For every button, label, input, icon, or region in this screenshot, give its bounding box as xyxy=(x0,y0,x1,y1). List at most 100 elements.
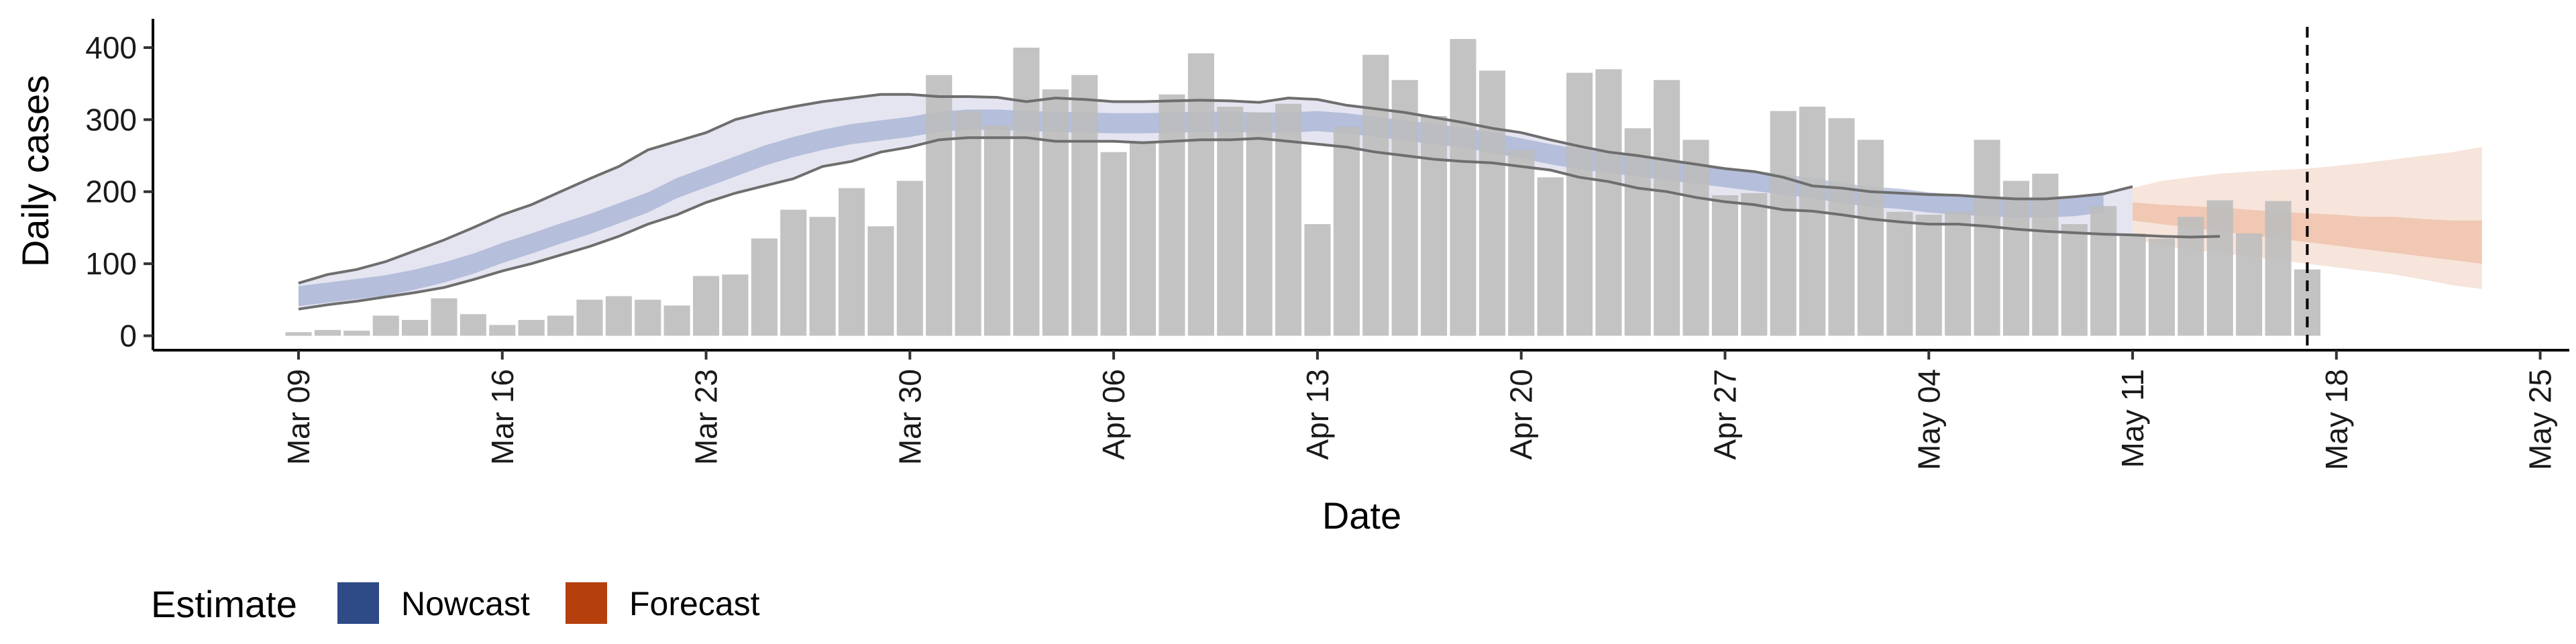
observed-bar xyxy=(1799,107,1826,336)
observed-bar xyxy=(576,299,603,336)
observed-bar xyxy=(1915,215,1942,336)
observed-bar xyxy=(839,188,865,336)
nowcast-upper-line xyxy=(298,93,2133,285)
x-tick-label: Apr 13 xyxy=(1300,369,1335,460)
observed-bar xyxy=(1479,70,1505,336)
observed-bar xyxy=(1362,54,1389,336)
observed-bar xyxy=(2119,233,2146,336)
observed-bar xyxy=(431,298,458,336)
observed-bar xyxy=(605,296,632,336)
observed-bar xyxy=(663,305,690,336)
legend-key-forecast xyxy=(566,582,607,624)
observed-bar xyxy=(2265,201,2292,336)
observed-bar xyxy=(1042,89,1069,336)
observed-bar xyxy=(1945,211,1972,336)
y-tick-label: 100 xyxy=(85,246,137,281)
observed-bar xyxy=(1304,224,1331,336)
observed-bar xyxy=(1711,195,1738,336)
observed-bar xyxy=(2032,173,2059,336)
observed-bar xyxy=(780,209,807,336)
observed-bar xyxy=(1624,128,1651,336)
y-tick-label: 300 xyxy=(85,102,137,137)
observed-bar xyxy=(1217,107,1244,336)
observed-bar xyxy=(1857,140,1884,336)
observed-bars xyxy=(285,39,2320,336)
observed-bar xyxy=(2206,200,2233,336)
legend: Estimate Nowcast Forecast xyxy=(151,582,760,625)
legend-label-forecast: Forecast xyxy=(629,585,760,623)
observed-bar xyxy=(1537,177,1564,336)
x-axis-title: Date xyxy=(1322,494,1401,537)
observed-bar xyxy=(984,125,1011,336)
observed-bar xyxy=(1654,80,1680,336)
observed-bar xyxy=(1450,39,1477,336)
observed-bar xyxy=(809,217,836,336)
x-tick-label: Mar 23 xyxy=(689,369,724,465)
observed-bar xyxy=(2148,238,2175,336)
observed-bar xyxy=(926,74,953,336)
observed-bar xyxy=(372,315,399,336)
axes: 0 100 200 300 400 Mar 09 Mar 16 Mar 23 Mar 30 Apr… xyxy=(85,19,2569,470)
observed-bar xyxy=(1508,150,1535,336)
interval-lines xyxy=(298,27,2309,350)
x-tick-label: Mar 16 xyxy=(485,369,520,465)
x-tick-label: Apr 06 xyxy=(1096,369,1131,460)
observed-bar xyxy=(1391,80,1418,336)
observed-bar xyxy=(751,238,777,336)
observed-bar xyxy=(460,314,486,336)
observed-bar xyxy=(1886,211,1913,336)
observed-bar xyxy=(402,319,429,336)
y-tick-label: 200 xyxy=(85,174,137,209)
observed-bar xyxy=(1130,142,1157,336)
observed-bar xyxy=(343,331,370,336)
observed-bar xyxy=(1595,69,1622,336)
observed-bar xyxy=(518,319,545,336)
observed-bar xyxy=(285,332,312,336)
observed-bar xyxy=(867,226,894,336)
observed-bar xyxy=(896,180,923,336)
observed-bar xyxy=(1275,103,1302,336)
nowcast-interval-band xyxy=(299,94,2133,309)
observed-bar xyxy=(1246,112,1273,336)
observed-bar xyxy=(2178,217,2204,336)
y-axis-title: Daily cases xyxy=(14,75,56,267)
observed-bar xyxy=(1187,53,1214,336)
observed-bar xyxy=(1770,111,1796,336)
x-tick-label: Apr 20 xyxy=(1504,369,1539,460)
observed-bar xyxy=(489,325,516,336)
x-tick-label: May 11 xyxy=(2115,369,2150,468)
observed-bar xyxy=(547,315,574,336)
y-tick-label: 400 xyxy=(85,30,137,65)
observed-bar xyxy=(2002,180,2029,336)
observed-bar xyxy=(1333,127,1360,336)
observed-bar xyxy=(1013,48,1040,336)
nowcast-lower-line xyxy=(298,136,2220,311)
observed-bar xyxy=(1682,140,1709,336)
observed-bar xyxy=(1566,72,1593,336)
observed-bar xyxy=(1100,152,1127,336)
x-tick-label: May 25 xyxy=(2523,369,2558,470)
legend-key-nowcast xyxy=(337,582,379,624)
observed-bar xyxy=(1741,193,1768,336)
x-tick-label: Mar 30 xyxy=(892,369,927,465)
observed-bar xyxy=(1159,94,1185,336)
observed-bar xyxy=(955,111,981,336)
legend-title: Estimate xyxy=(151,583,297,625)
observed-bar xyxy=(1974,140,2000,336)
legend-label-nowcast: Nowcast xyxy=(401,585,530,623)
observed-bar xyxy=(1828,118,1855,336)
x-tick-label: May 18 xyxy=(2319,369,2354,470)
observed-bar xyxy=(2061,224,2088,336)
x-tick-label: May 04 xyxy=(1911,369,1946,470)
observed-bar xyxy=(722,274,749,336)
observed-bar xyxy=(635,299,661,336)
observed-bar xyxy=(2236,233,2263,336)
observed-bar xyxy=(693,276,720,336)
x-tick-label: Apr 27 xyxy=(1707,369,1742,460)
observed-bar xyxy=(1071,74,1098,336)
observed-bar xyxy=(2090,206,2117,336)
observed-bar xyxy=(314,329,341,336)
observed-bar xyxy=(1421,116,1448,336)
y-tick-label: 0 xyxy=(119,319,137,354)
